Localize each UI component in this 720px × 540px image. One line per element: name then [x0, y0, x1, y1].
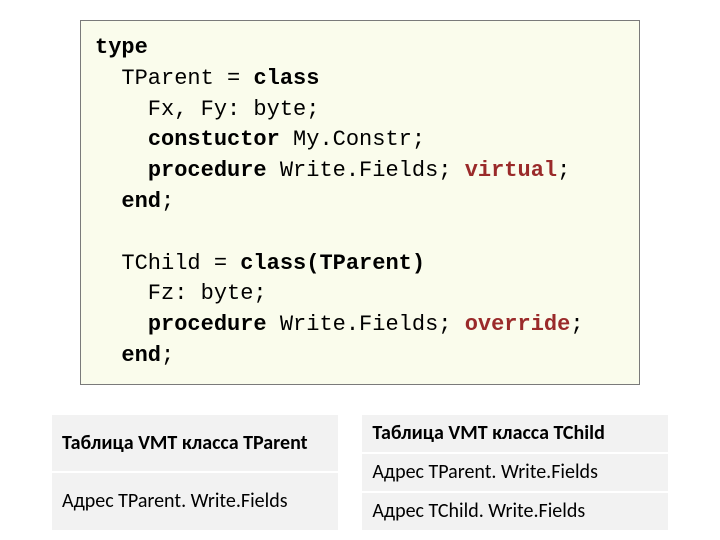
code-line: procedure Write.Fields; virtual; [95, 156, 625, 187]
vmt-row-cell: Адрес TChild. Write.Fields [361, 492, 669, 531]
code-line [95, 218, 625, 249]
code-line: end; [95, 341, 625, 372]
code-token: class [253, 66, 319, 91]
code-block: type TParent = class Fx, Fy: byte; const… [80, 20, 640, 385]
code-token: end [121, 189, 161, 214]
vmt-table-tparent: Таблица VMT класса TParent Адрес TParent… [50, 413, 340, 532]
code-token: procedure [148, 312, 267, 337]
code-line: end; [95, 187, 625, 218]
code-token: end [121, 343, 161, 368]
vmt-table-tchild: Таблица VMT класса TChild Адрес TParent.… [360, 413, 670, 532]
code-line: procedure Write.Fields; override; [95, 310, 625, 341]
code-token: constuctor [148, 127, 280, 152]
code-line: type [95, 33, 625, 64]
vmt-row-cell: Адрес TParent. Write.Fields [361, 453, 669, 492]
code-line: Fx, Fy: byte; [95, 95, 625, 126]
code-token: class(TParent) [240, 251, 425, 276]
code-token: override [465, 312, 571, 337]
vmt-header-cell: Таблица VMT класса TChild [361, 414, 669, 453]
code-line: TParent = class [95, 64, 625, 95]
vmt-tables-row: Таблица VMT класса TParent Адрес TParent… [20, 413, 700, 532]
code-token: virtual [465, 158, 557, 183]
code-line: constuctor My.Constr; [95, 125, 625, 156]
vmt-header-cell: Таблица VMT класса TParent [51, 414, 339, 473]
code-token: procedure [148, 158, 267, 183]
vmt-row-cell: Адрес TParent. Write.Fields [51, 472, 339, 531]
code-line: TChild = class(TParent) [95, 249, 625, 280]
code-line: Fz: byte; [95, 279, 625, 310]
code-token: type [95, 35, 148, 60]
